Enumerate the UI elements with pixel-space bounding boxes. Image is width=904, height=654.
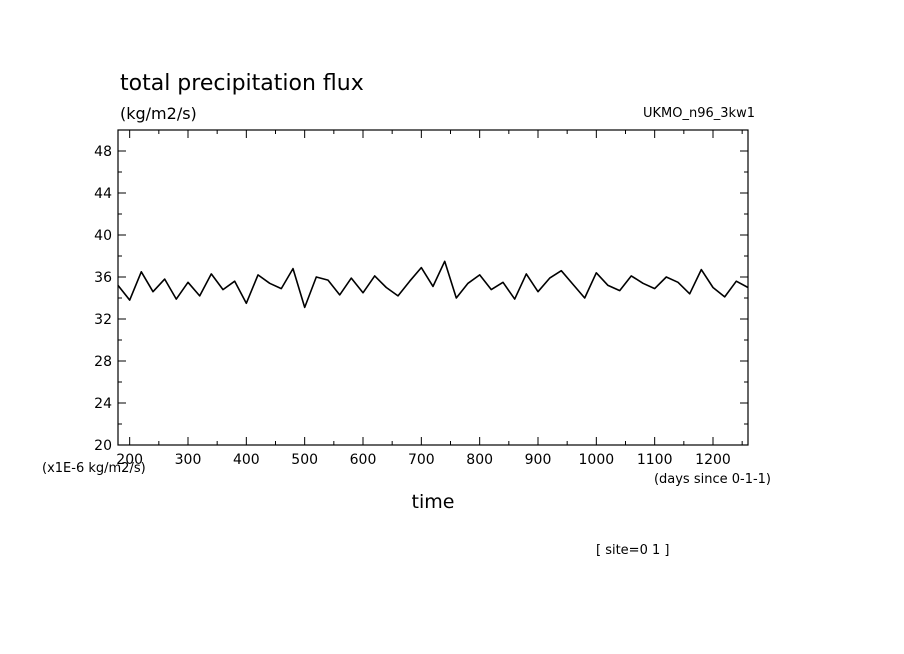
y-tick-label: 44 (94, 186, 112, 202)
y-tick-label: 40 (94, 228, 112, 244)
chart-title: total precipitation flux (120, 71, 364, 96)
x-tick-label: 800 (466, 452, 493, 468)
series-line (117, 260, 749, 309)
x-tick-label: 500 (291, 452, 318, 468)
x-tick-label: 1000 (579, 452, 615, 468)
y-scale-note: (x1E-6 kg/m2/s) (42, 461, 146, 476)
x-tick-label: 300 (175, 452, 202, 468)
site-label: [ site=0 1 ] (596, 543, 669, 558)
y-tick-label: 28 (94, 354, 112, 370)
x-axis-label: time (412, 491, 455, 513)
x-tick-label: 1100 (637, 452, 673, 468)
x-tick-label: 900 (525, 452, 552, 468)
x-tick-label: 400 (233, 452, 260, 468)
plot-area: 20 24 28 32 36 40 44 48 200 300 400 500 600 700 800 900… (94, 129, 749, 468)
x-tick-label: 200 (116, 452, 143, 468)
y-tick-label: 36 (94, 270, 112, 286)
x-tick-label: 700 (408, 452, 435, 468)
y-tick-label: 48 (94, 144, 112, 160)
y-tick-label: 24 (94, 396, 112, 412)
units-label: (kg/m2/s) (120, 104, 197, 123)
model-label: UKMO_n96_3kw1 (643, 106, 755, 121)
x-units-label: (days since 0-1-1) (654, 472, 771, 487)
x-tick-label: 600 (350, 452, 377, 468)
y-tick-label: 20 (94, 438, 112, 454)
y-tick-label: 32 (94, 312, 112, 328)
x-tick-label: 1200 (695, 452, 731, 468)
